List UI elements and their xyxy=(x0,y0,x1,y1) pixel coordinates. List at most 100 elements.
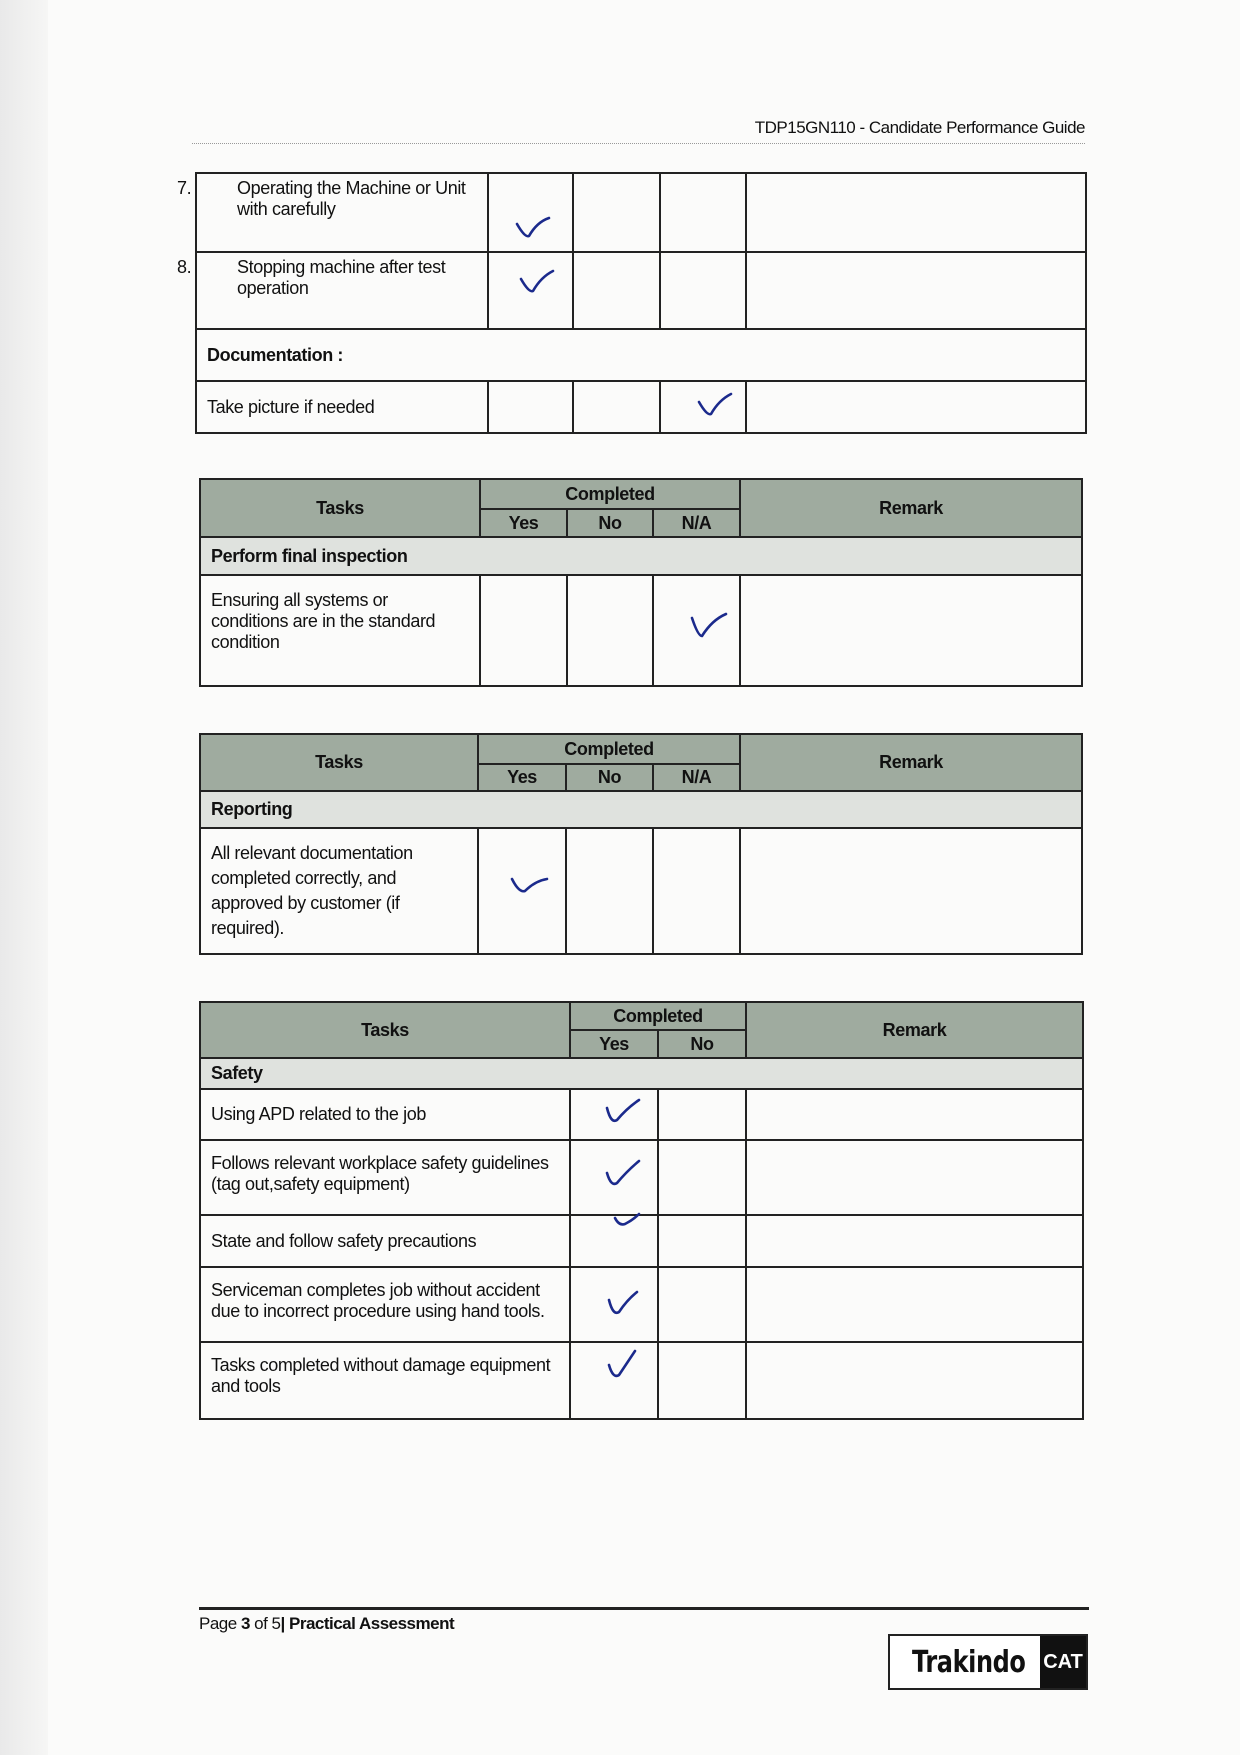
check-mark-icon xyxy=(613,1212,641,1226)
footer-section: Practical Assessment xyxy=(288,1614,455,1633)
check-mark-icon xyxy=(690,612,728,638)
tasks-header: Tasks xyxy=(199,1001,571,1059)
no-cell[interactable] xyxy=(572,380,661,434)
remark-header: Remark xyxy=(745,1001,1084,1059)
check-mark-icon xyxy=(607,1349,637,1378)
check-mark-icon xyxy=(605,1098,641,1123)
table-row: 7. Operating the Machine or Unit with car… xyxy=(177,172,1087,253)
table-row: Serviceman completes job without acciden… xyxy=(199,1266,1084,1343)
table-row: Ensuring all systems or conditions are i… xyxy=(199,574,1083,687)
table-row: All relevant documentation completed cor… xyxy=(199,827,1083,955)
task-text: Ensuring all systems or conditions are i… xyxy=(199,574,481,687)
yes-cell[interactable] xyxy=(479,574,568,687)
na-header: N/A xyxy=(651,508,742,538)
section-title: Safety xyxy=(199,1057,1084,1090)
task-text: Operating the Machine or Unit with caref… xyxy=(237,178,466,219)
completed-header: Completed xyxy=(569,1001,747,1031)
remark-cell[interactable] xyxy=(745,251,1087,330)
check-mark-icon xyxy=(605,1159,641,1186)
remark-cell[interactable] xyxy=(745,1214,1084,1268)
na-cell[interactable] xyxy=(651,827,742,955)
table-operation: 7. Operating the Machine or Unit with car… xyxy=(177,172,1087,434)
table-row: Follows relevant workplace safety guidel… xyxy=(199,1139,1084,1216)
yes-cell[interactable] xyxy=(569,1088,659,1141)
table-row: Tasks completed without damage equipment… xyxy=(199,1341,1084,1420)
na-cell[interactable] xyxy=(659,380,747,434)
table-row: Using APD related to the job xyxy=(199,1088,1084,1141)
remark-cell[interactable] xyxy=(745,1088,1084,1141)
yes-cell[interactable] xyxy=(487,380,574,434)
yes-header: Yes xyxy=(479,508,568,538)
remark-header: Remark xyxy=(739,478,1083,538)
page-label: Page xyxy=(199,1614,241,1633)
scan-edge xyxy=(0,0,48,1755)
tasks-header: Tasks xyxy=(199,733,479,792)
remark-header: Remark xyxy=(739,733,1083,792)
task-text: Follows relevant workplace safety guidel… xyxy=(199,1139,571,1216)
logo-text: Trakindo xyxy=(912,1644,1026,1680)
na-cell[interactable] xyxy=(659,251,747,330)
yes-cell[interactable] xyxy=(477,827,567,955)
no-cell[interactable] xyxy=(565,827,654,955)
section-title: Perform final inspection xyxy=(199,536,1083,576)
yes-header: Yes xyxy=(569,1029,659,1059)
task-text: Tasks completed without damage equipment… xyxy=(199,1341,571,1420)
remark-cell[interactable] xyxy=(745,1139,1084,1216)
remark-cell[interactable] xyxy=(745,380,1087,434)
yes-cell[interactable] xyxy=(569,1139,659,1216)
task-text: State and follow safety precautions xyxy=(199,1214,571,1268)
task-text: Take picture if needed xyxy=(195,380,489,434)
page-footer: Page 3 of 5| Practical Assessment xyxy=(199,1614,455,1634)
trakindo-cat-logo: Trakindo CAT xyxy=(888,1634,1088,1690)
check-mark-icon xyxy=(510,877,549,893)
no-cell[interactable] xyxy=(657,1214,747,1268)
no-cell[interactable] xyxy=(657,1139,747,1216)
task-text: All relevant documentation completed cor… xyxy=(199,827,479,955)
check-mark-icon xyxy=(607,1290,639,1315)
remark-cell[interactable] xyxy=(745,1341,1084,1420)
no-cell[interactable] xyxy=(572,172,661,253)
no-cell[interactable] xyxy=(572,251,661,330)
na-cell[interactable] xyxy=(659,172,747,253)
yes-cell[interactable] xyxy=(569,1341,659,1420)
no-header: No xyxy=(565,763,654,792)
item-number: 7. xyxy=(177,178,192,198)
section-row: Documentation : xyxy=(195,328,1087,382)
table-row: 8. Stopping machine after test operation xyxy=(177,251,1087,330)
item-number: 8. xyxy=(177,257,192,277)
table-reporting: Tasks Completed Remark Yes No N/A Report… xyxy=(199,733,1083,955)
header-divider xyxy=(192,143,1085,144)
na-header: N/A xyxy=(651,763,742,792)
page-total: of 5 xyxy=(249,1614,281,1633)
check-mark-icon xyxy=(697,392,733,416)
section-title: Reporting xyxy=(199,790,1083,829)
remark-cell[interactable] xyxy=(739,827,1083,955)
remark-cell[interactable] xyxy=(745,1266,1084,1343)
task-text: Serviceman completes job without acciden… xyxy=(199,1266,571,1343)
no-cell[interactable] xyxy=(566,574,654,687)
tasks-header: Tasks xyxy=(199,478,481,538)
yes-header: Yes xyxy=(477,763,567,792)
yes-cell[interactable] xyxy=(569,1212,659,1268)
yes-cell[interactable] xyxy=(487,172,574,253)
cat-logo-icon: CAT xyxy=(1040,1636,1086,1688)
yes-cell[interactable] xyxy=(569,1266,659,1343)
check-mark-icon xyxy=(515,216,551,238)
remark-cell[interactable] xyxy=(745,172,1087,253)
no-cell[interactable] xyxy=(657,1088,747,1141)
completed-header: Completed xyxy=(476,733,742,765)
task-text: Using APD related to the job xyxy=(199,1088,571,1141)
page-separator: | xyxy=(280,1614,289,1633)
no-header: No xyxy=(657,1029,747,1059)
no-cell[interactable] xyxy=(657,1266,747,1343)
no-cell[interactable] xyxy=(657,1341,747,1420)
remark-cell[interactable] xyxy=(739,574,1083,687)
document-title: TDP15GN110 - Candidate Performance Guide xyxy=(754,118,1086,137)
footer-divider xyxy=(199,1607,1089,1610)
completed-header: Completed xyxy=(478,478,742,510)
yes-cell[interactable] xyxy=(487,251,574,330)
section-title: Documentation : xyxy=(195,328,1087,382)
table-row: State and follow safety precautions xyxy=(199,1212,1084,1268)
task-text: Stopping machine after test operation xyxy=(237,257,446,298)
na-cell[interactable] xyxy=(651,574,742,687)
